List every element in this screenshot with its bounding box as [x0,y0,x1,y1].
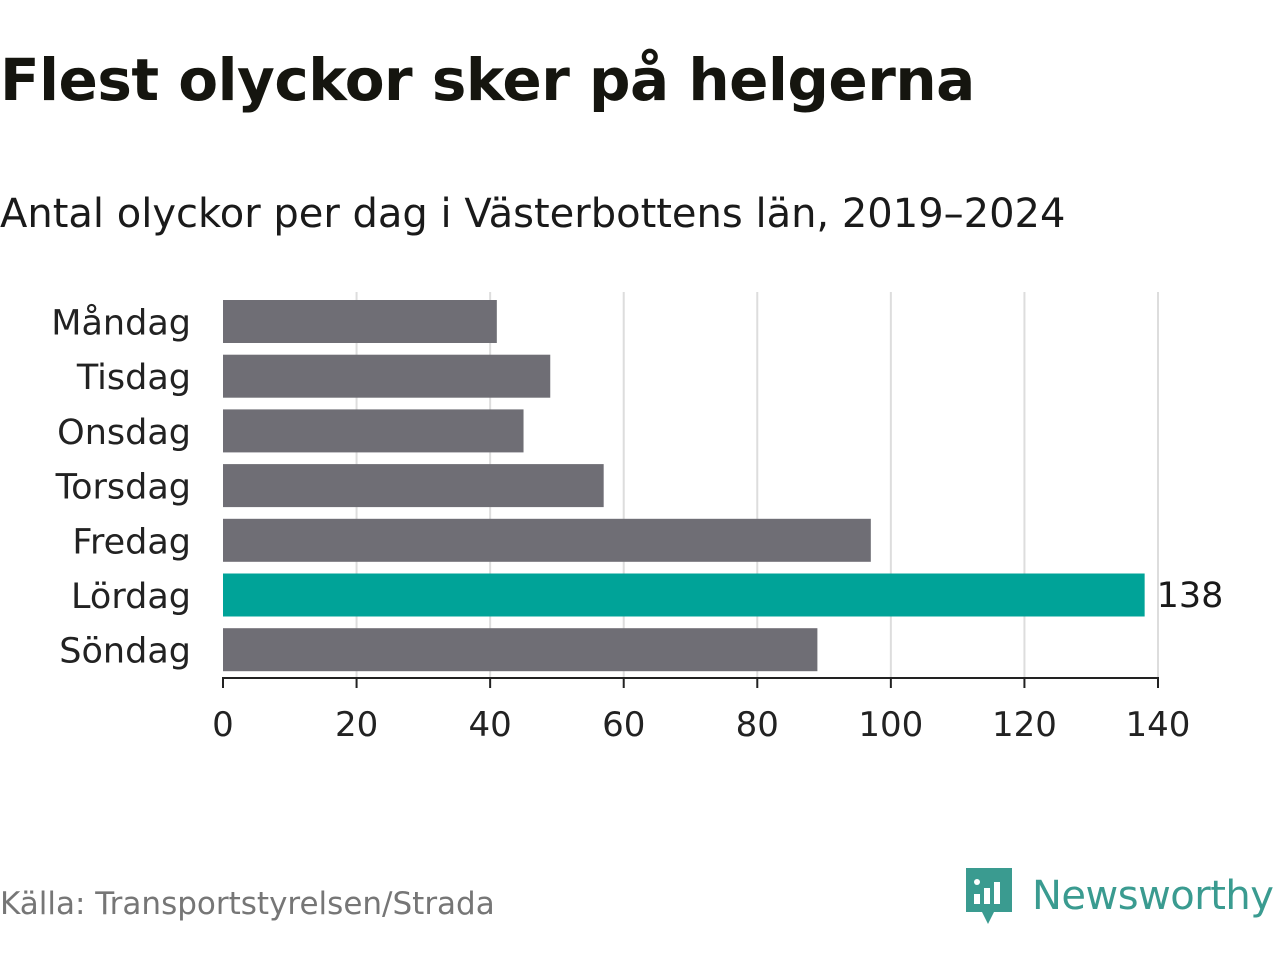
bar-Torsdag [223,464,604,508]
category-label: Lördag [71,577,191,617]
category-label: Fredag [72,522,191,562]
x-tick-label: 100 [858,705,923,745]
bar-Måndag [223,300,497,343]
x-tick-label: 20 [335,705,378,745]
source-note: Källa: Transportstyrelsen/Strada [0,886,495,922]
chart-title: Flest olyckor sker på helgerna [0,46,975,114]
bar-Fredag [223,518,871,562]
bar-Söndag [223,628,818,672]
category-label: Tisdag [76,358,191,398]
category-label: Onsdag [57,413,191,453]
category-label: Torsdag [55,468,191,508]
x-tick-label: 0 [212,705,234,745]
brand-name: Newsworthy [1032,873,1274,919]
bar-chart: Måndag Tisdag Onsdag Torsdag Fredag Lördag Sön… [51,292,1224,745]
category-label: Söndag [59,632,191,672]
newsworthy-logo: Newsworthy [964,864,1274,928]
x-tick-label: 80 [736,705,779,745]
x-tick-label: 40 [469,705,512,745]
bar-Onsdag [223,409,524,453]
newsworthy-logo-icon [966,868,1012,924]
x-tick-label: 60 [602,705,645,745]
x-tick-label: 120 [992,705,1057,745]
bar-Tisdag [223,354,551,398]
category-label: Måndag [51,303,191,344]
data-label: 138 [1157,576,1224,616]
chart-subtitle: Antal olyckor per dag i Västerbottens lä… [0,191,1066,237]
x-tick-label: 140 [1126,705,1191,745]
bar-Lördag [223,573,1145,617]
